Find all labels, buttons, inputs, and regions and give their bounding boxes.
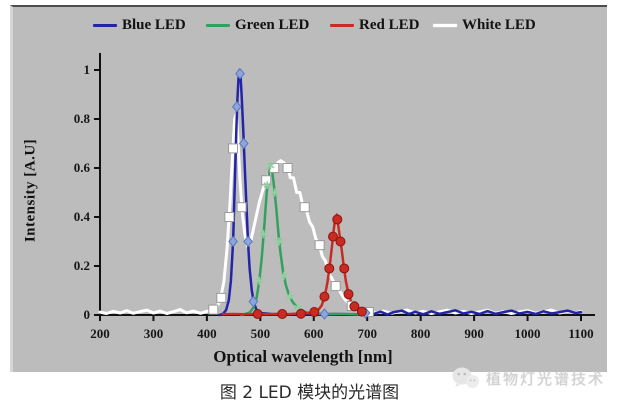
- legend-label-green-led: Green LED: [235, 16, 310, 33]
- legend-label-red-led: Red LED: [359, 16, 420, 33]
- blue-led-marker: [243, 235, 253, 248]
- blue-led-marker: [231, 100, 242, 113]
- red-led-marker: [295, 308, 306, 319]
- red-led-marker: [328, 231, 339, 242]
- legend: Blue LED Green LED Red LED White LED: [13, 15, 607, 39]
- blue-led-marker: [248, 295, 259, 308]
- legend-swatch-white-led: [433, 23, 457, 27]
- white-led-marker: [216, 292, 227, 303]
- y-tick-label: 0.2: [74, 258, 90, 273]
- y-tick-label: 0.8: [74, 111, 91, 126]
- red-led-marker: [277, 309, 288, 320]
- white-led-marker: [330, 281, 341, 292]
- y-tick-label: 1: [84, 62, 91, 77]
- white-led-marker: [224, 212, 235, 222]
- x-tick-label: 900: [464, 326, 484, 341]
- blue-led-marker: [235, 67, 245, 80]
- y-axis-title: Intensity [A.U]: [22, 138, 39, 243]
- x-tick-label: 1100: [568, 326, 593, 341]
- watermark: 植物灯光谱技术: [452, 366, 605, 390]
- white-led-marker: [282, 163, 293, 173]
- x-tick-label: 200: [90, 326, 110, 341]
- white-led-marker: [299, 202, 310, 213]
- x-tick-label: 600: [304, 326, 324, 341]
- white-led-marker: [236, 202, 247, 213]
- legend-swatch-blue-led: [93, 23, 117, 27]
- green-led-marker: [270, 188, 279, 197]
- green-led-marker: [285, 292, 294, 301]
- green-led-marker: [255, 276, 264, 285]
- white-led-marker: [314, 240, 325, 251]
- green-led-marker: [279, 271, 288, 280]
- red-led-marker: [252, 309, 263, 320]
- blue-led-marker: [319, 308, 330, 320]
- blue-led-marker: [238, 137, 249, 150]
- y-tick-label: 0.6: [74, 160, 91, 175]
- red-led-marker: [319, 291, 330, 302]
- red-led-marker: [335, 236, 346, 247]
- x-tick-label: 1000: [515, 326, 541, 341]
- green-led-marker: [275, 237, 283, 246]
- red-led-marker: [324, 263, 335, 274]
- green-led-marker: [266, 161, 275, 170]
- green-led-marker: [263, 181, 272, 190]
- spectrum-plot: 200 300 400 500 600 700 800 900 1000 1100 0 0.2 0.4 0…: [74, 53, 595, 341]
- white-led-marker: [208, 304, 219, 315]
- chart-panel: Blue LED Green LED Red LED White LED 200 300…: [10, 5, 607, 372]
- legend-item-blue-led: Blue LED: [93, 15, 186, 35]
- green-led-marker: [259, 230, 268, 239]
- wechat-icon: [452, 367, 479, 388]
- x-tick-label: 400: [197, 326, 217, 341]
- series-white-led-line: [98, 112, 583, 315]
- x-tick-label: 800: [411, 326, 431, 341]
- x-tick-label: 700: [357, 326, 377, 341]
- legend-label-blue-led: Blue LED: [122, 16, 186, 33]
- x-tick-label: 300: [144, 326, 164, 341]
- watermark-text: 植物灯光谱技术: [486, 369, 606, 388]
- legend-label-white-led: White LED: [462, 16, 536, 33]
- series-red-led-markers: [252, 214, 367, 320]
- white-led-marker: [228, 143, 239, 154]
- series-blue-led-markers: [228, 67, 371, 320]
- legend-swatch-green-led: [206, 23, 230, 27]
- red-led-marker: [343, 289, 354, 300]
- red-led-marker: [339, 263, 350, 274]
- red-led-marker: [356, 306, 367, 317]
- legend-item-red-led: Red LED: [330, 15, 419, 35]
- red-led-marker: [309, 307, 320, 318]
- legend-item-green-led: Green LED: [206, 15, 309, 35]
- y-tick-label: 0.4: [74, 209, 91, 224]
- legend-swatch-red-led: [330, 23, 354, 27]
- figure-caption: 图 2 LED 模块的光谱图: [219, 383, 400, 403]
- x-axis-title: Optical wavelength [nm]: [213, 347, 393, 366]
- series-green-led-markers: [255, 161, 302, 312]
- x-tick-label: 500: [251, 326, 271, 341]
- legend-item-white-led: White LED: [433, 15, 536, 35]
- red-led-marker: [349, 301, 360, 312]
- blue-led-marker: [228, 235, 238, 248]
- y-tick-label: 0: [84, 307, 91, 322]
- red-led-marker: [332, 214, 343, 225]
